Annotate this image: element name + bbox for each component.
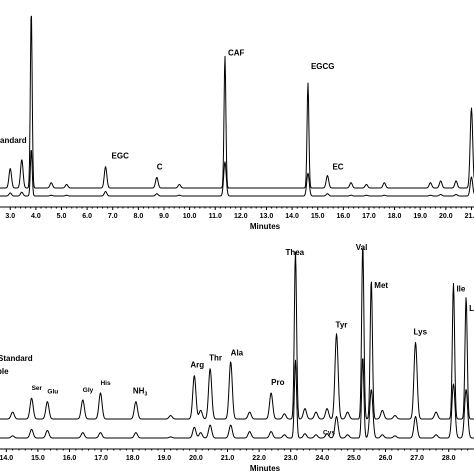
peak-label: Ile (456, 284, 465, 293)
x-tick-label: 20.0 (439, 213, 453, 220)
x-tick-label: 16.0 (63, 455, 77, 462)
x-tick-label: 9.0 (159, 213, 169, 220)
x-tick-label: 24.0 (316, 455, 330, 462)
x-tick-label: 25.0 (347, 455, 361, 462)
x-tick-label: 13.0 (260, 213, 274, 220)
peak-label: Pro (271, 378, 284, 387)
x-tick-label: 23.0 (284, 455, 298, 462)
peak-label: Tyr (336, 321, 348, 330)
peak-label: EGC (112, 152, 130, 161)
x-tick-label: 15.0 (311, 213, 325, 220)
x-tick-label: 19.0 (413, 213, 427, 220)
x-tick-label: 22.0 (252, 455, 266, 462)
peak-label: Thr (209, 354, 222, 363)
trace-label: ple (0, 367, 9, 376)
trace-label: Standard (0, 136, 27, 145)
peak-label: Ala (231, 349, 244, 358)
x-tick-label: 15.0 (31, 455, 45, 462)
x-tick-label: 10.0 (183, 213, 197, 220)
x-tick-label: 26.0 (379, 455, 393, 462)
sample-trace (0, 150, 474, 197)
x-tick-label: 5.0 (57, 213, 67, 220)
x-tick-label: 21.0 (465, 213, 474, 220)
trace-label: Standard (0, 354, 33, 363)
x-tick-label: 18.0 (126, 455, 140, 462)
x-tick-label: 18.0 (388, 213, 402, 220)
peak-label: EGCG (311, 62, 335, 71)
x-tick-label: 17.0 (362, 213, 376, 220)
x-tick-label: 20.0 (189, 455, 203, 462)
x-tick-label: 28.0 (442, 455, 456, 462)
peak-label: Glu (47, 389, 58, 396)
x-tick-label: 12.0 (234, 213, 248, 220)
x-axis-label: Minutes (250, 464, 281, 473)
x-tick-label: 4.0 (31, 213, 41, 220)
x-tick-label: 14.0 (0, 455, 13, 462)
peak-label: His (100, 380, 111, 387)
standard-trace (0, 248, 474, 420)
peak-label: C (157, 162, 163, 171)
x-tick-label: 7.0 (108, 213, 118, 220)
x-tick-label: 27.0 (410, 455, 424, 462)
peak-label: Thea (285, 248, 304, 257)
panel-amino-acids: 14.0 15.0 16.0 17.0 18.0 19.0 20.0 21.0 22.0 23.0… (0, 243, 474, 473)
x-tick-label: 11.0 (209, 213, 222, 220)
x-tick-label: 6.0 (82, 213, 92, 220)
peak-label: Met (374, 281, 388, 290)
peak-label: NH3 (133, 387, 148, 398)
x-tick-label: 14.0 (285, 213, 299, 220)
peak-label: Leu (469, 304, 474, 313)
sample-trace (0, 358, 474, 439)
peak-label: Val (356, 243, 368, 252)
peak-label: Cys (323, 430, 335, 437)
peak-label: EC (332, 163, 343, 172)
peak-label: Gly (83, 387, 94, 394)
standard-trace (0, 15, 474, 189)
peak-label: CAF (228, 48, 245, 57)
x-tick-label: 19.0 (158, 455, 172, 462)
x-tick-label: 8.0 (133, 213, 143, 220)
x-tick-label: 21.0 (221, 455, 235, 462)
x-tick-label: 16.0 (337, 213, 351, 220)
peak-label: Arg (190, 361, 204, 370)
peak-label: Ser (32, 385, 43, 392)
x-tick-label: 17.0 (94, 455, 108, 462)
panel-catechins: 3.0 4.0 5.0 6.0 7.0 8.0 9.0 10.0 11.0 12.0 13.0 14.… (0, 15, 474, 231)
x-axis-label: Minutes (250, 222, 281, 231)
x-tick-label: 3.0 (5, 213, 15, 220)
peak-label: Lys (414, 327, 428, 336)
